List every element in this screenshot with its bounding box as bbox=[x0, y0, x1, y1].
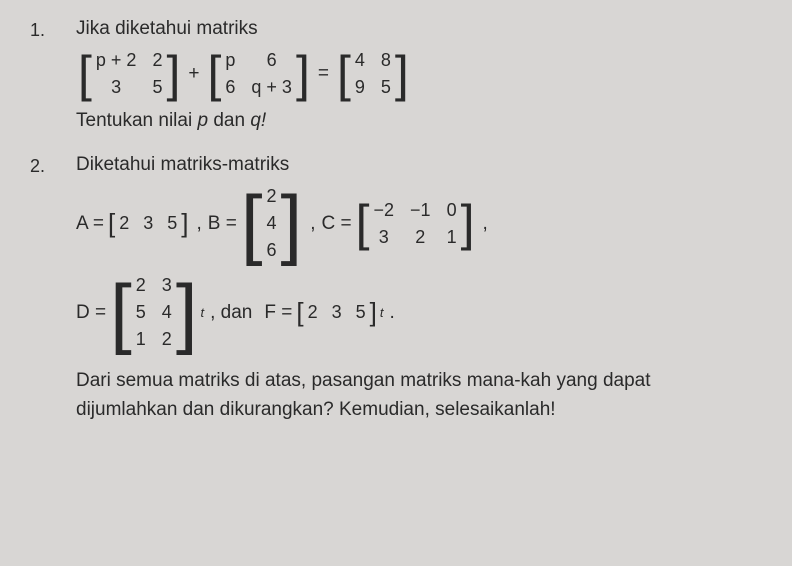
problem-2: 2. Diketahui matriks-matriks A = [ 2 3 5… bbox=[30, 154, 762, 425]
problem-1-intro: Jika diketahui matriks bbox=[76, 18, 762, 40]
matrix-a: [ 2 3 5 ] bbox=[108, 211, 189, 236]
cell: 2 bbox=[308, 302, 318, 323]
cell: p bbox=[225, 50, 235, 71]
question-text: Tentukan nilai bbox=[76, 110, 197, 131]
problem-number-1: 1. bbox=[30, 18, 76, 41]
problem-1-question: Tentukan nilai p dan q! bbox=[76, 110, 762, 132]
cell: 4 bbox=[162, 302, 172, 323]
cell: 5 bbox=[152, 77, 162, 98]
bracket-left-icon: [ bbox=[207, 53, 221, 96]
matrix-f-label: F = bbox=[264, 302, 292, 324]
cell: 2 bbox=[136, 275, 146, 296]
matrix-1-left: [ p + 2 2 3 5 ] bbox=[78, 48, 180, 100]
bracket-right-icon: ] bbox=[461, 202, 475, 245]
bracket-right-icon: ] bbox=[395, 53, 409, 96]
cell: 2 bbox=[267, 186, 277, 207]
plus-operator: + bbox=[188, 63, 199, 85]
cell: 5 bbox=[167, 213, 177, 234]
cell: 3 bbox=[96, 77, 137, 98]
bracket-right-icon: ] bbox=[296, 53, 310, 96]
matrix-a-label: A = bbox=[76, 213, 104, 235]
period: . bbox=[390, 302, 395, 324]
cell: q + 3 bbox=[251, 77, 292, 98]
problem-number-2: 2. bbox=[30, 154, 76, 177]
matrix-d-label: D = bbox=[76, 302, 106, 324]
cell: −1 bbox=[410, 200, 431, 221]
problem-1-equation: [ p + 2 2 3 5 ] + [ p 6 6 bbox=[76, 48, 762, 100]
cell: 1 bbox=[136, 329, 146, 350]
bracket-left-icon: [ bbox=[110, 281, 132, 343]
cell: 6 bbox=[251, 50, 292, 71]
matrix-1-right: [ 4 8 9 5 ] bbox=[337, 48, 409, 100]
cell: −2 bbox=[374, 200, 395, 221]
bracket-left-icon: [ bbox=[78, 53, 92, 96]
cell: 3 bbox=[143, 213, 153, 234]
variable-p: p bbox=[197, 110, 208, 131]
cell: 4 bbox=[355, 50, 365, 71]
cell: 6 bbox=[267, 240, 277, 261]
cell: 9 bbox=[355, 77, 365, 98]
comma: , bbox=[197, 213, 202, 235]
cell: 3 bbox=[332, 302, 342, 323]
problem-1: 1. Jika diketahui matriks [ p + 2 2 3 5 … bbox=[30, 18, 762, 140]
cell: 1 bbox=[447, 227, 457, 248]
cell: 2 bbox=[119, 213, 129, 234]
bracket-left-icon: [ bbox=[108, 212, 115, 234]
question-text: dan bbox=[213, 110, 250, 131]
cell: 2 bbox=[410, 227, 431, 248]
bracket-left-icon: [ bbox=[337, 53, 351, 96]
cell: 2 bbox=[162, 329, 172, 350]
bracket-right-icon: ] bbox=[166, 53, 180, 96]
bracket-right-icon: ] bbox=[176, 281, 198, 343]
transpose-superscript: t bbox=[380, 305, 384, 320]
matrix-b-label: B = bbox=[208, 213, 237, 235]
matrix-1-middle: [ p 6 6 q + 3 ] bbox=[207, 48, 309, 100]
problem-2-intro: Diketahui matriks-matriks bbox=[76, 154, 762, 176]
bracket-right-icon: ] bbox=[181, 212, 188, 234]
problem-2-paragraph: Dari semua matriks di atas, pasangan mat… bbox=[76, 366, 716, 425]
transpose-superscript: t bbox=[200, 305, 204, 320]
cell: 5 bbox=[381, 77, 391, 98]
matrix-f: [ 2 3 5 ] bbox=[296, 300, 377, 325]
problem-1-content: Jika diketahui matriks [ p + 2 2 3 5 ] +… bbox=[76, 18, 762, 140]
cell: p + 2 bbox=[96, 50, 137, 71]
bracket-right-icon: ] bbox=[281, 192, 303, 254]
bracket-left-icon: [ bbox=[241, 192, 263, 254]
cell: 0 bbox=[447, 200, 457, 221]
cell: 3 bbox=[162, 275, 172, 296]
matrix-c: [ −2 −1 0 3 2 1 ] bbox=[356, 198, 475, 250]
cell: 8 bbox=[381, 50, 391, 71]
matrix-c-label: C = bbox=[322, 213, 352, 235]
cell: 4 bbox=[267, 213, 277, 234]
and-label: , dan bbox=[210, 302, 252, 324]
bracket-right-icon: ] bbox=[370, 301, 377, 323]
cell: 5 bbox=[136, 302, 146, 323]
equals-operator: = bbox=[318, 63, 329, 85]
cell: 2 bbox=[152, 50, 162, 71]
problem-2-content: Diketahui matriks-matriks A = [ 2 3 5 ] … bbox=[76, 154, 762, 425]
comma: , bbox=[310, 213, 315, 235]
cell: 3 bbox=[374, 227, 395, 248]
bracket-left-icon: [ bbox=[356, 202, 370, 245]
cell: 5 bbox=[356, 302, 366, 323]
bracket-left-icon: [ bbox=[296, 301, 303, 323]
comma: , bbox=[483, 213, 488, 235]
matrix-b: [ 2 4 6 ] bbox=[241, 184, 302, 263]
matrix-d: [ 2 3 5 4 1 2 ] bbox=[110, 273, 197, 352]
variable-q: q! bbox=[250, 110, 266, 131]
problem-2-row1: A = [ 2 3 5 ] , B = [ 2 4 bbox=[76, 184, 762, 263]
problem-2-row2: D = [ 2 3 5 4 1 2 ] t , dan F = bbox=[76, 273, 762, 352]
cell: 6 bbox=[225, 77, 235, 98]
